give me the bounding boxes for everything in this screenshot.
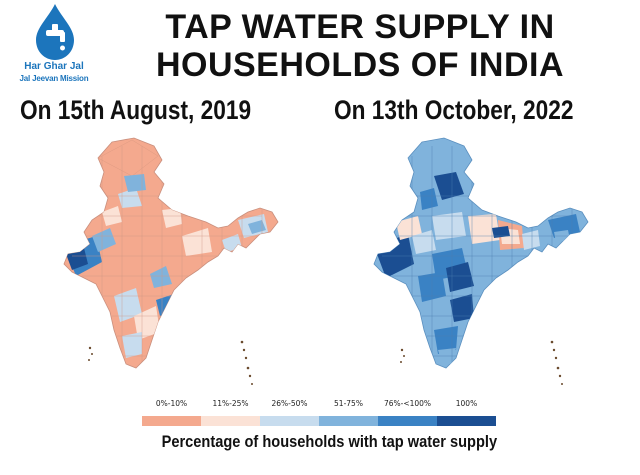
legend-color-bar: [142, 416, 496, 426]
legend-label-26-50: 26%-50%: [271, 399, 308, 408]
india-map-2022: [373, 137, 589, 385]
map-date-2019: On 15th August, 2019: [20, 95, 252, 125]
legend-label-11-25: 11%-25%: [212, 399, 249, 408]
legend-swatch-51-75: [319, 416, 378, 426]
legend-labels: 0%-10% 11%-25% 26%-50% 51-75% 76%-<100% …: [142, 399, 496, 413]
map-legend: 0%-10% 11%-25% 26%-50% 51-75% 76%-<100% …: [142, 399, 496, 426]
legend-title: Percentage of households with tap water …: [161, 432, 498, 451]
legend-label-100: 100%: [455, 399, 478, 408]
logo-text-jal-jeevan-mission: Jal Jeevan Mission: [19, 74, 89, 83]
legend-label-0-10: 0%-10%: [155, 399, 188, 408]
title-line-1: TAP WATER SUPPLY IN: [165, 8, 555, 46]
india-map-2019: [63, 137, 279, 385]
legend-swatch-0-10: [142, 416, 201, 426]
map-date-2022: On 13th October, 2022: [334, 95, 574, 125]
legend-label-76-100: 76%-<100%: [383, 399, 432, 408]
page-title: TAP WATER SUPPLY IN HOUSEHOLDS OF INDIA: [100, 8, 620, 84]
legend-label-51-75: 51-75%: [334, 399, 363, 408]
logo-text-har-ghar-jal: Har Ghar Jal: [24, 61, 84, 72]
legend-swatch-76-100: [378, 416, 437, 426]
title-line-2: HOUSEHOLDS OF INDIA: [155, 46, 565, 84]
har-ghar-jal-logo: Har Ghar Jal Jal Jeevan Mission: [8, 2, 104, 88]
legend-swatch-26-50: [260, 416, 319, 426]
legend-swatch-100: [437, 416, 496, 426]
legend-swatch-11-25: [201, 416, 260, 426]
water-drop-tap-icon: [36, 4, 74, 60]
